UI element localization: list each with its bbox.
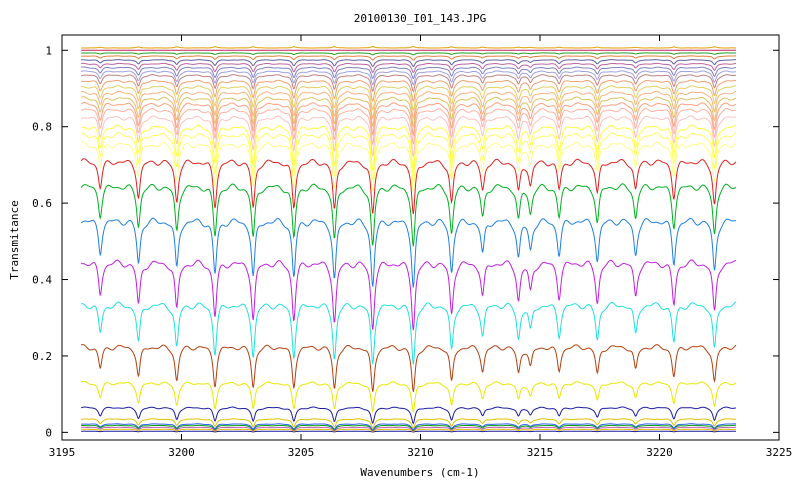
spectrum-line <box>81 55 736 61</box>
plot-area-frame <box>61 34 780 441</box>
spectrum-line <box>80 141 737 192</box>
x-axis-title: Wavenumbers (cm-1) <box>360 466 479 479</box>
spectrum-line <box>81 59 737 68</box>
spectrum-line <box>81 45 736 49</box>
x-tick-label: 3225 <box>766 446 793 459</box>
spectrum-line <box>81 85 737 112</box>
x-tick-label: 3220 <box>646 446 673 459</box>
spectrum-line <box>81 66 737 80</box>
spectrum-line <box>80 74 736 93</box>
spectrum-line <box>80 70 737 86</box>
spectrum-line <box>81 90 737 120</box>
x-tick-label: 3215 <box>527 446 554 459</box>
y-tick-label: 1 <box>45 44 52 57</box>
spectrum-line <box>81 259 737 331</box>
y-tick-label: 0.2 <box>32 350 52 363</box>
x-tick-label: 3205 <box>288 446 315 459</box>
spectrum-line <box>80 107 737 146</box>
spectrum-line <box>80 183 737 247</box>
spectrum-line <box>81 423 736 431</box>
y-tick-label: 0.4 <box>32 274 52 287</box>
spectrum-line <box>81 430 736 433</box>
spectrum-line <box>81 124 737 171</box>
spectrum-line <box>81 62 737 74</box>
spectrum-line <box>80 158 737 215</box>
x-tick-label: 3210 <box>407 446 434 459</box>
x-tick-label: 3200 <box>168 446 195 459</box>
spectrum-line <box>80 344 737 392</box>
series-lines <box>80 45 737 433</box>
chart-title: 20100130_I01_143.JPG <box>354 12 486 25</box>
spectrum-line <box>81 301 737 365</box>
spectrum-line <box>80 115 737 157</box>
spectrum-line <box>80 102 737 137</box>
spectrum-line <box>81 428 736 432</box>
y-tick-label: 0.8 <box>32 121 52 134</box>
spectrum-line <box>81 79 736 103</box>
spectrum-line <box>81 424 736 431</box>
spectrum-line <box>80 217 737 288</box>
spectrum-line <box>80 406 737 425</box>
x-tick-label: 3195 <box>49 446 76 459</box>
y-axis-title: Transmitance <box>8 200 21 279</box>
spectrum-line <box>81 418 736 429</box>
y-tick-label: 0.6 <box>32 197 52 210</box>
axis-ticks: 3195 3200 3205 3210 3215 3220 3225 0 0.2 0.4 0.6 0.… <box>32 35 792 459</box>
spectrum-line <box>81 52 736 56</box>
spectrum-line <box>80 96 737 128</box>
y-tick-label: 0 <box>45 426 52 439</box>
spectrum-line <box>81 132 737 181</box>
spectrum-line <box>80 380 737 414</box>
spectrum-line <box>81 426 737 432</box>
